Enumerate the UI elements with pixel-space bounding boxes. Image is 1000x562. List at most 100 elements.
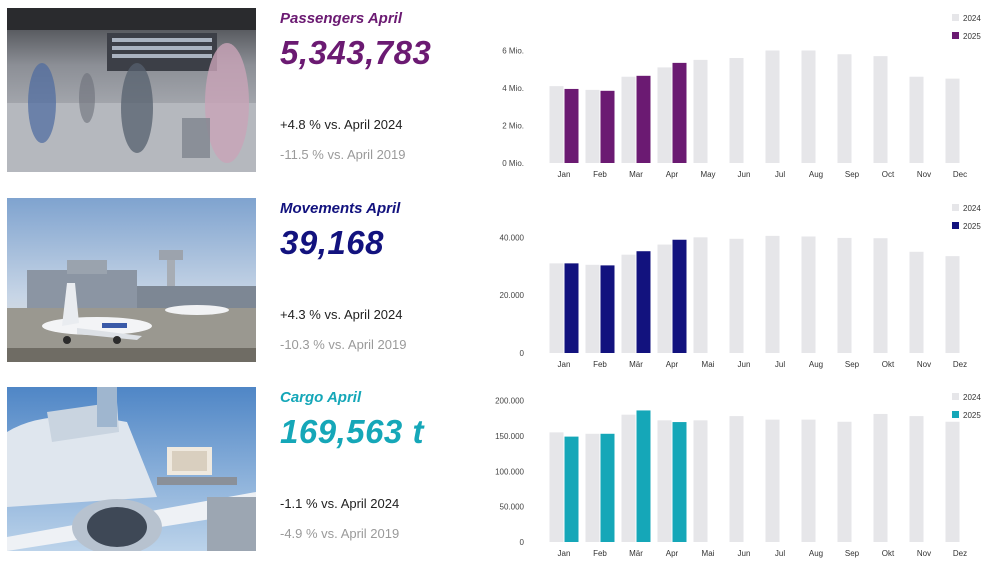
cargo-value: 169,563 t [280, 413, 424, 450]
passengers-value: 5,343,783 [280, 34, 432, 71]
passengers-chart-svg: 0 Mio. 2 Mio. 4 Mio. 6 Mio. Jan Feb Mar Apr May J… [502, 14, 981, 179]
passengers-ytick-label: 6 Mio. [502, 47, 524, 56]
cargo-bar-2024 [837, 421, 852, 542]
movements-compare-2019: -10.3 % vs. April 2019 [280, 337, 407, 352]
cargo-title: Cargo April [280, 389, 362, 406]
movements-bar-2024 [945, 256, 960, 353]
passengers-legend-label: 2025 [963, 32, 981, 41]
passengers-bar-2024 [801, 50, 816, 163]
passengers-bar-2024 [729, 58, 744, 163]
movements-xtick-label: Mai [702, 360, 715, 369]
movements-bar-2024 [585, 264, 600, 353]
movements-ytick-label: 20.000 [500, 291, 525, 300]
airport-terminal-photo [7, 8, 256, 172]
cargo-bar-2025 [672, 422, 687, 542]
passengers-row: Passengers April 5,343,783 +4.8 % vs. Ap… [0, 8, 1000, 179]
passengers-xtick-label: Apr [666, 170, 679, 179]
cargo-bar-2024 [801, 419, 816, 542]
passengers-xtick-label: Nov [917, 170, 931, 179]
passengers-bar-2024 [585, 89, 600, 163]
passengers-bar-2024 [873, 56, 888, 163]
passengers-xtick-label: Jan [558, 170, 571, 179]
cargo-bar-2024 [585, 433, 600, 542]
passengers-bar-2024 [765, 50, 780, 163]
passengers-bar-2024 [657, 67, 672, 163]
movements-legend-swatch-2025 [952, 222, 959, 229]
movements-kpi: Movements April 39,168 +4.3 % vs. April … [280, 198, 490, 368]
movements-xtick-label: Jan [558, 360, 571, 369]
movements-value: 39,168 [280, 224, 384, 261]
cargo-bar-2024 [909, 416, 924, 542]
movements-xtick-label: Sep [845, 360, 860, 369]
cargo-bar-2025 [600, 433, 615, 542]
movements-bar-2024 [801, 236, 816, 353]
passengers-ytick-label: 4 Mio. [502, 84, 524, 93]
cargo-xtick-label: Jul [775, 549, 785, 558]
passengers-chart: 0 Mio. 2 Mio. 4 Mio. 6 Mio. Jan Feb Mar Apr May J… [490, 8, 995, 183]
cargo-legend-swatch-2024 [952, 393, 959, 400]
passengers-legend-label: 2024 [963, 14, 981, 23]
passengers-xtick-label: Sep [845, 170, 860, 179]
cargo-bar-2024 [765, 419, 780, 542]
cargo-chart: 0 50.000 100.000 150.000 200.000 Jan Feb Mär Apr… [490, 387, 995, 562]
movements-xtick-label: Jun [738, 360, 751, 369]
cargo-loading-photo [7, 387, 256, 551]
cargo-xtick-label: Jan [558, 549, 571, 558]
cargo-bar-2024 [621, 414, 636, 542]
cargo-ytick-label: 100.000 [495, 467, 524, 476]
cargo-row: Cargo April 169,563 t -1.1 % vs. April 2… [0, 387, 1000, 558]
movements-legend-label: 2024 [963, 204, 981, 213]
cargo-xtick-label: Mai [702, 549, 715, 558]
movements-row: Movements April 39,168 +4.3 % vs. April … [0, 198, 1000, 369]
movements-bar-2024 [657, 244, 672, 353]
movements-bar-2024 [621, 254, 636, 353]
cargo-bar-2025 [636, 410, 651, 542]
passengers-bar-2025 [564, 88, 579, 163]
cargo-xtick-label: Sep [845, 549, 860, 558]
movements-bar-2025 [600, 265, 615, 353]
movements-bar-2025 [636, 251, 651, 353]
passengers-xtick-label: Jul [775, 170, 785, 179]
passengers-legend-swatch-2024 [952, 14, 959, 21]
cargo-bar-2024 [945, 421, 960, 542]
movements-compare-2024: +4.3 % vs. April 2024 [280, 307, 403, 322]
movements-title: Movements April [280, 200, 401, 217]
movements-legend-label: 2025 [963, 222, 981, 231]
passengers-compare-2024: +4.8 % vs. April 2024 [280, 117, 403, 132]
movements-bar-2025 [672, 239, 687, 353]
passengers-xtick-label: Dec [953, 170, 967, 179]
movements-bar-2024 [873, 238, 888, 353]
movements-xtick-label: Mär [629, 360, 643, 369]
passengers-xtick-label: Oct [882, 170, 895, 179]
passengers-bar-2024 [909, 76, 924, 163]
passengers-xtick-label: Aug [809, 170, 823, 179]
passengers-ytick-label: 2 Mio. [502, 122, 524, 131]
movements-xtick-label: Dez [953, 360, 967, 369]
cargo-compare-2024: -1.1 % vs. April 2024 [280, 496, 400, 511]
cargo-bar-2025 [564, 436, 579, 542]
movements-bar-2025 [564, 263, 579, 353]
movements-chart: 0 20.000 40.000 Jan Feb Mär Apr Mai Jun Jul Aug Sep… [490, 198, 995, 373]
movements-bar-2024 [837, 237, 852, 353]
cargo-bar-2024 [873, 413, 888, 542]
movements-xtick-label: Apr [666, 360, 679, 369]
cargo-bar-2024 [693, 420, 708, 542]
passengers-bar-2024 [837, 54, 852, 163]
cargo-bar-2024 [657, 420, 672, 542]
cargo-chart-svg: 0 50.000 100.000 150.000 200.000 Jan Feb Mär Apr… [495, 393, 981, 558]
aircraft-apron-photo [7, 198, 256, 362]
passengers-bar-2024 [549, 86, 564, 163]
passengers-legend-swatch-2025 [952, 32, 959, 39]
movements-xtick-label: Aug [809, 360, 823, 369]
passengers-xtick-label: Jun [738, 170, 751, 179]
passengers-bar-2024 [945, 78, 960, 163]
movements-bar-2024 [729, 238, 744, 353]
passengers-bar-2024 [621, 76, 636, 163]
movements-bar-2024 [765, 235, 780, 353]
cargo-bar-2024 [729, 416, 744, 542]
passengers-ytick-label: 0 Mio. [502, 159, 524, 168]
passengers-xtick-label: Feb [593, 170, 607, 179]
movements-bar-2024 [549, 263, 564, 353]
passengers-bar-2024 [693, 59, 708, 163]
cargo-ytick-label: 0 [520, 538, 525, 547]
